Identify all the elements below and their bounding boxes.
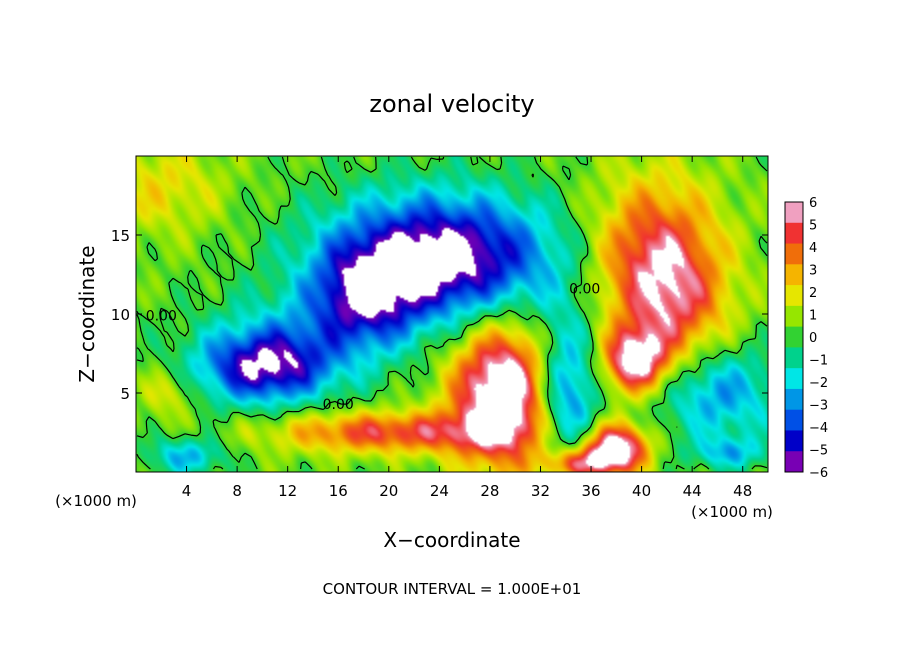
x-tick-label-4: 20 [379, 482, 398, 500]
colorbar-label-0: 6 [809, 196, 817, 211]
plot-area: 0.00 0.00 0.00 [135, 155, 769, 473]
contour-label-2: 0.00 [569, 281, 600, 297]
colorbar-swatch-2 [785, 243, 803, 265]
y-axis-label: Z−coordinate [75, 245, 99, 382]
contour-interval-footer: CONTOUR INTERVAL = 1.000E+01 [323, 580, 582, 598]
x-tick-label-7: 32 [531, 482, 550, 500]
chart-title: zonal velocity [369, 90, 534, 118]
colorbar-swatch-0 [785, 202, 803, 224]
colorbar-label-7: −1 [809, 354, 828, 369]
colorbar-swatch-1 [785, 222, 803, 245]
x-tick-label-10: 44 [683, 482, 702, 500]
velocity-field-image [136, 156, 768, 472]
colorbar-label-3: 3 [809, 264, 817, 279]
colorbar-label-10: −4 [809, 421, 828, 436]
zero-contour-path [136, 156, 768, 470]
colorbar-swatch-11 [785, 430, 803, 452]
contour-labels: 0.00 0.00 0.00 [146, 281, 601, 412]
x-tick-label-3: 16 [329, 482, 348, 500]
x-axis-label: X−coordinate [383, 528, 520, 552]
colorbar-label-1: 5 [809, 219, 817, 234]
colorbar-label-6: 0 [809, 331, 817, 346]
colorbar-label-11: −5 [809, 444, 828, 459]
colorbar-swatch-3 [785, 264, 803, 286]
colorbar-label-8: −2 [809, 376, 828, 391]
colorbar-label-9: −3 [809, 399, 828, 414]
colorbar-swatch-6 [785, 326, 803, 348]
colorbar-swatch-12 [785, 451, 803, 473]
x-tick-label-9: 40 [632, 482, 651, 500]
colorbar-swatch-8 [785, 368, 803, 390]
y-tick-label-1: 10 [111, 306, 130, 324]
x-tick-label-2: 12 [278, 482, 297, 500]
y-axis-ticks: 5 10 15 [111, 227, 768, 403]
colorbar-swatch-7 [785, 347, 803, 369]
x-tick-label-1: 8 [232, 482, 242, 500]
colorbar-swatch-10 [785, 409, 803, 431]
x-tick-label-0: 4 [182, 482, 192, 500]
colorbar-swatch-9 [785, 388, 803, 411]
colorbar-label-2: 4 [809, 241, 817, 256]
colorbar-swatch-5 [785, 305, 803, 328]
x-tick-label-8: 36 [581, 482, 600, 500]
colorbar-frame [784, 201, 804, 473]
x-tick-label-11: 48 [733, 482, 752, 500]
x-unit-right: (×1000 m) [691, 503, 773, 521]
y-tick-label-2: 15 [111, 227, 130, 245]
x-tick-label-5: 24 [430, 482, 449, 500]
contour-label-1: 0.00 [323, 397, 354, 413]
colorbar: 6 5 4 3 2 1 0 −1 −2 −3 −4 −5 −6 [784, 196, 828, 481]
y-tick-label-0: 5 [120, 385, 130, 403]
colorbar-label-4: 2 [809, 286, 817, 301]
zero-contour-lines [136, 156, 768, 470]
x-tick-label-6: 28 [480, 482, 499, 500]
colorbar-label-5: 1 [809, 309, 817, 324]
x-axis-ticks: 4 8 12 16 20 24 28 32 36 40 44 48 [182, 156, 752, 500]
colorbar-swatch-4 [785, 285, 803, 307]
x-unit-left: (×1000 m) [55, 492, 137, 510]
colorbar-label-12: −6 [809, 466, 828, 481]
contour-label-0: 0.00 [146, 308, 177, 324]
